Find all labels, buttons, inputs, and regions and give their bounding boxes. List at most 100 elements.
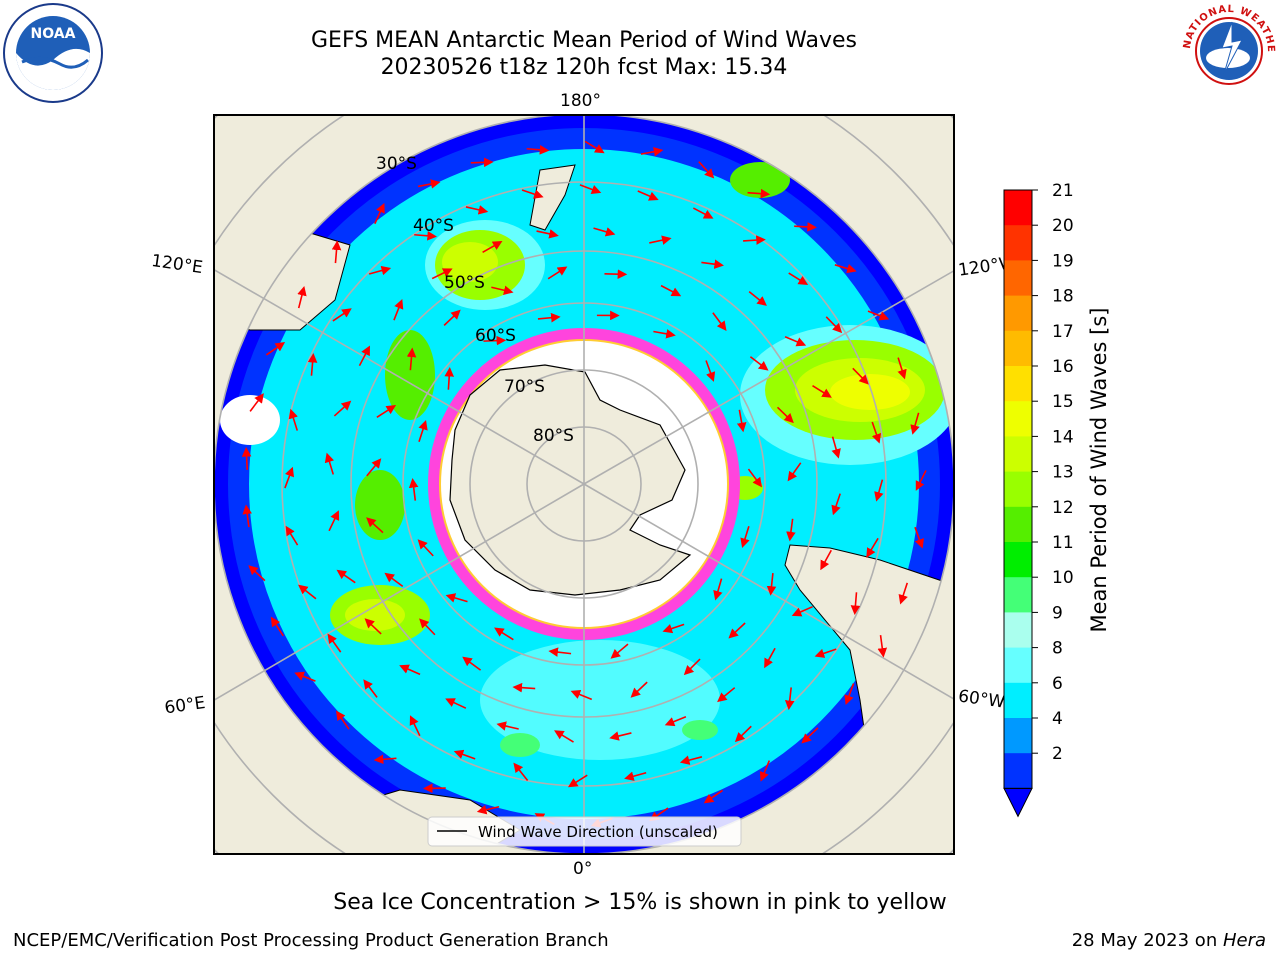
wind-arrow: [431, 268, 453, 280]
colorbar-tick-label: 21: [1052, 181, 1074, 201]
wind-arrow: [787, 462, 802, 482]
wind-arrow: [294, 671, 316, 682]
lat-label-40s: 40°S: [413, 216, 454, 236]
wind-arrow: [324, 452, 335, 475]
wind-arrow: [692, 207, 714, 219]
colorbar-segment: [1004, 471, 1032, 508]
wind-arrow: [910, 412, 920, 435]
colorbar-segment: [1004, 401, 1032, 437]
wind-arrow: [679, 755, 703, 765]
wind-arrow: [624, 771, 647, 781]
wind-arrow: [584, 140, 605, 154]
lat-label-70s: 70°S: [504, 377, 545, 397]
colorbar-segment: [1004, 506, 1032, 543]
wind-arrow: [834, 263, 857, 274]
lat-label-50s: 50°S: [444, 273, 485, 293]
wind-arrow: [784, 336, 807, 347]
wind-arrow: [759, 760, 771, 782]
wind-arrow: [703, 789, 724, 804]
colorbar-tick-label: 19: [1052, 251, 1074, 271]
wind-arrow: [728, 622, 746, 639]
wind-arrow: [249, 393, 264, 412]
noaa-logo: NOAA: [3, 3, 103, 103]
lon-label-60e: 60°E: [163, 693, 206, 718]
wind-arrow: [547, 266, 568, 280]
wind-arrow: [734, 725, 752, 743]
wind-arrow: [444, 366, 455, 390]
colorbar-segment: [1004, 295, 1032, 332]
wind-arrow: [462, 656, 482, 671]
wind-arrow: [867, 310, 890, 321]
wind-arrow: [579, 184, 602, 195]
wind-arrow: [270, 616, 284, 637]
wind-arrow: [284, 466, 294, 489]
wind-arrow: [418, 420, 428, 442]
wind-arrow: [567, 774, 588, 788]
noaa-logo-text: NOAA: [31, 26, 76, 42]
colorbar-tick-label: 20: [1052, 216, 1074, 236]
wind-arrow: [408, 478, 419, 501]
wind-arrow: [653, 329, 676, 339]
wind-arrow: [897, 357, 907, 380]
wind-arrow: [328, 510, 340, 532]
colorbar-tick-label: 17: [1052, 322, 1074, 342]
colorbar: 21 20 19 18 17 16 15 14 13 12 11 10 9 8 6 4 2: [1003, 181, 1074, 818]
wind-arrow: [335, 710, 350, 730]
wind-arrow: [743, 235, 766, 245]
wind-arrow: [788, 272, 809, 286]
wind-arrow: [717, 687, 736, 703]
wind-arrow: [610, 643, 629, 659]
wind-arrow: [698, 161, 715, 179]
wind-arrow: [766, 573, 777, 596]
wind-arrow: [898, 582, 909, 605]
wind-arrow: [776, 406, 794, 424]
wind-arrow: [327, 633, 342, 653]
wind-arrow: [554, 730, 574, 743]
title-line-2: 20230526 t18z 120h fcst Max: 15.34: [380, 55, 788, 80]
colorbar-outline: [1003, 189, 1033, 789]
wind-arrow: [831, 493, 841, 516]
wind-arrow: [445, 698, 467, 709]
wind-arrow: [852, 367, 869, 385]
wind-arrow: [609, 731, 632, 741]
colorbar-tick-label: 11: [1052, 533, 1074, 553]
wind-arrow: [784, 687, 795, 711]
wind-arrow: [376, 405, 397, 418]
wind-arrow: [712, 312, 727, 331]
wind-arrow: [570, 689, 593, 701]
colorbar-label: Mean Period of Wind Waves [s]: [1087, 308, 1111, 633]
wind-arrow: [443, 309, 461, 326]
colorbar-segment: [1004, 260, 1032, 297]
wind-arrow: [331, 240, 342, 264]
wind-arrow: [593, 227, 616, 237]
legend-text: Wind Wave Direction (unscaled): [478, 823, 718, 841]
wind-arrow: [736, 409, 747, 433]
antarctica: [449, 364, 692, 596]
footer-credit: NCEP/EMC/Verification Post Processing Pr…: [13, 930, 609, 951]
wind-arrow: [364, 618, 382, 635]
wind-arrow: [482, 241, 503, 253]
wind-arrow: [866, 537, 879, 558]
lon-label-60w: 60°W: [957, 686, 1006, 712]
wind-arrow: [374, 203, 385, 225]
wind-arrow: [512, 682, 536, 693]
wind-arrow: [465, 205, 489, 215]
wind-arrow: [242, 504, 252, 528]
colorbar-tick-label: 4: [1052, 709, 1063, 729]
wind-arrow: [453, 749, 476, 760]
wind-arrows: [241, 140, 927, 828]
wind-arrow: [417, 539, 434, 557]
colorbar-tick-label: 6: [1052, 674, 1063, 694]
wind-arrow: [406, 347, 417, 371]
colorbar-tick-label: 15: [1052, 392, 1074, 412]
footer-date: 28 May 2023 on Hera: [1072, 930, 1266, 951]
wind-arrow: [470, 157, 494, 168]
wind-arrow: [871, 421, 882, 444]
wind-arrow: [748, 291, 767, 306]
wind-arrow: [513, 762, 529, 781]
colorbar-tick-label: 13: [1052, 463, 1074, 483]
wind-arrow: [399, 664, 421, 676]
footer-date-text: 28 May 2023 on: [1071, 930, 1223, 951]
wind-arrow: [877, 634, 888, 658]
